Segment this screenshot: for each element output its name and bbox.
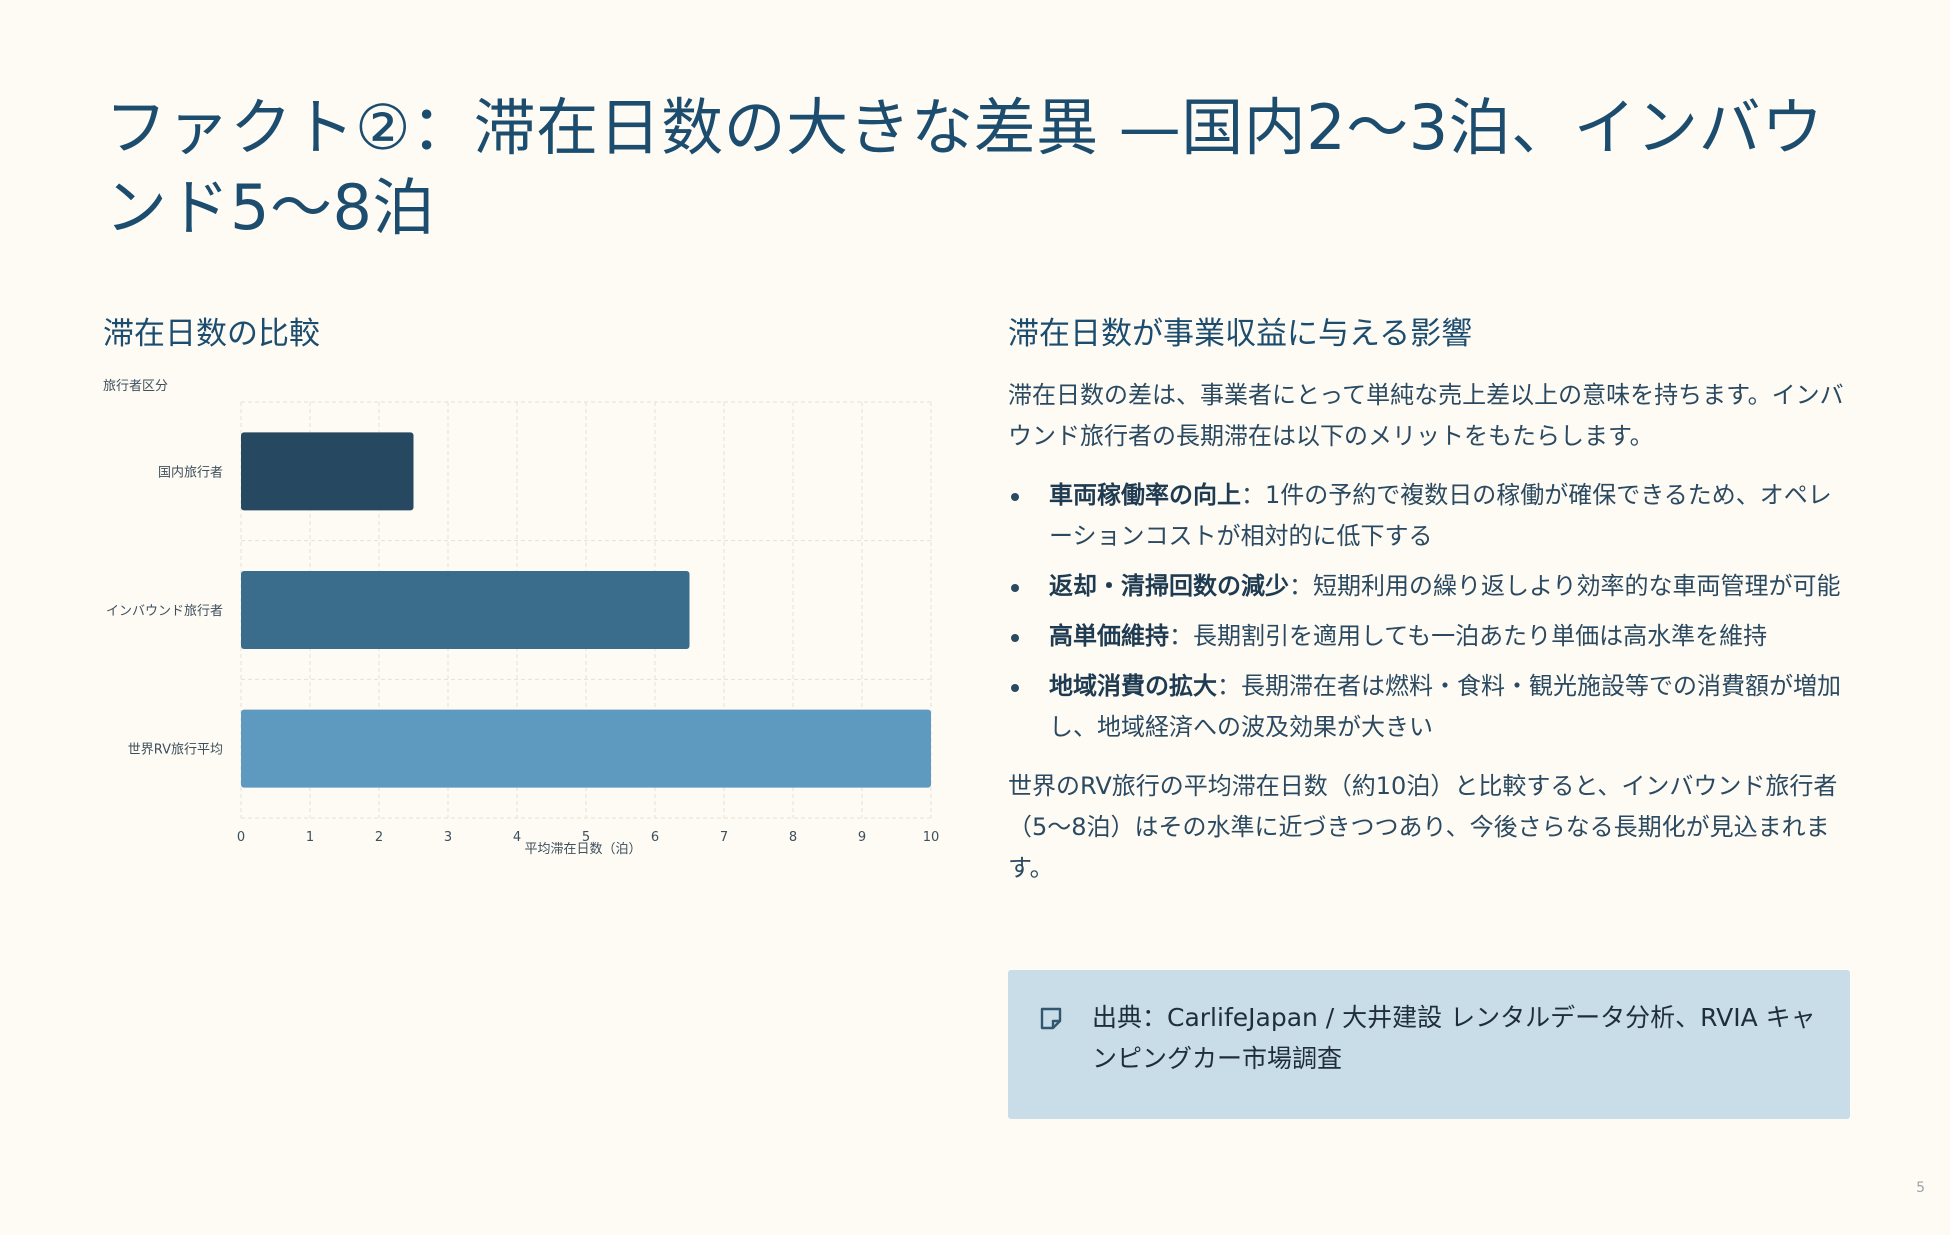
benefit-item: 返却・清掃回数の減少：短期利用の繰り返しより効率的な車両管理が可能	[1008, 566, 1853, 607]
x-tick-label: 1	[306, 830, 314, 845]
benefit-item: 地域消費の拡大：長期滞在者は燃料・食料・観光施設等での消費額が増加し、地域経済へ…	[1008, 666, 1853, 748]
benefit-term: 地域消費の拡大	[1049, 672, 1217, 700]
source-note: 出典：CarlifeJapan / 大井建設 レンタルデータ分析、RVIA キャ…	[1008, 970, 1850, 1119]
source-text: 出典：CarlifeJapan / 大井建設 レンタルデータ分析、RVIA キャ…	[1092, 1003, 1816, 1073]
x-tick-label: 4	[513, 830, 521, 845]
bar-2	[241, 571, 690, 649]
bar-1	[241, 432, 414, 511]
x-tick-label: 10	[923, 830, 940, 845]
impact-intro: 滞在日数の差は、事業者にとって単純な売上差以上の意味を持ちます。インバウンド旅行…	[1008, 381, 1844, 450]
benefit-item: 車両稼働率の向上：1件の予約で複数日の稼働が確保できるため、オペレーションコスト…	[1008, 475, 1853, 557]
category-label: 国内旅行者	[158, 464, 223, 480]
benefit-list: 車両稼働率の向上：1件の予約で複数日の稼働が確保できるため、オペレーションコスト…	[1008, 475, 1853, 748]
benefit-text: ：短期利用の繰り返しより効率的な車両管理が可能	[1289, 572, 1841, 600]
chart-bars	[241, 432, 931, 788]
impact-heading: 滞在日数が事業収益に与える影響	[1008, 316, 1473, 352]
benefit-text: ：長期割引を適用しても一泊あたり単価は高水準を維持	[1169, 622, 1768, 650]
x-tick-label: 2	[375, 830, 383, 845]
page-number: 5	[1916, 1180, 1925, 1196]
benefit-term: 高単価維持	[1049, 622, 1169, 650]
benefit-item: 高単価維持：長期割引を適用しても一泊あたり単価は高水準を維持	[1008, 616, 1853, 657]
category-label: 世界RV旅行平均	[128, 743, 223, 758]
x-axis-title: 平均滞在日数（泊）	[524, 842, 641, 857]
note-icon	[1038, 1006, 1064, 1036]
chart-heading: 滞在日数の比較	[103, 316, 320, 352]
x-tick-label: 8	[789, 830, 797, 845]
category-label: インバウンド旅行者	[106, 604, 223, 619]
x-tick-label: 0	[237, 830, 245, 845]
x-tick-label: 5	[582, 830, 590, 845]
x-tick-label: 6	[651, 830, 659, 845]
x-tick-label: 9	[858, 830, 866, 845]
bar-3	[241, 709, 931, 788]
x-tick-label: 3	[444, 830, 452, 845]
benefit-text: ：1件の予約で複数日の稼働が確保できるため、オペレーションコストが相対的に低下す…	[1049, 481, 1832, 550]
impact-content: 滞在日数の差は、事業者にとって単純な売上差以上の意味を持ちます。インバウンド旅行…	[1008, 375, 1853, 889]
y-axis-title: 旅行者区分	[103, 379, 168, 394]
slide-title: ファクト②：滞在日数の大きな差異 —国内2〜3泊、インバウンド5〜8泊	[105, 91, 1824, 244]
impact-conclusion: 世界のRV旅行の平均滞在日数（約10泊）と比較すると、インバウンド旅行者（5〜8…	[1008, 772, 1838, 882]
x-tick-label: 7	[720, 830, 728, 845]
benefit-text: ：長期滞在者は燃料・食料・観光施設等での消費額が増加し、地域経済への波及効果が大…	[1049, 672, 1841, 741]
benefit-term: 返却・清掃回数の減少	[1049, 572, 1289, 600]
x-tick-labels: 0 1 2 3 4 5 6 7 8 9 10	[237, 830, 939, 845]
benefit-term: 車両稼働率の向上	[1049, 481, 1241, 509]
